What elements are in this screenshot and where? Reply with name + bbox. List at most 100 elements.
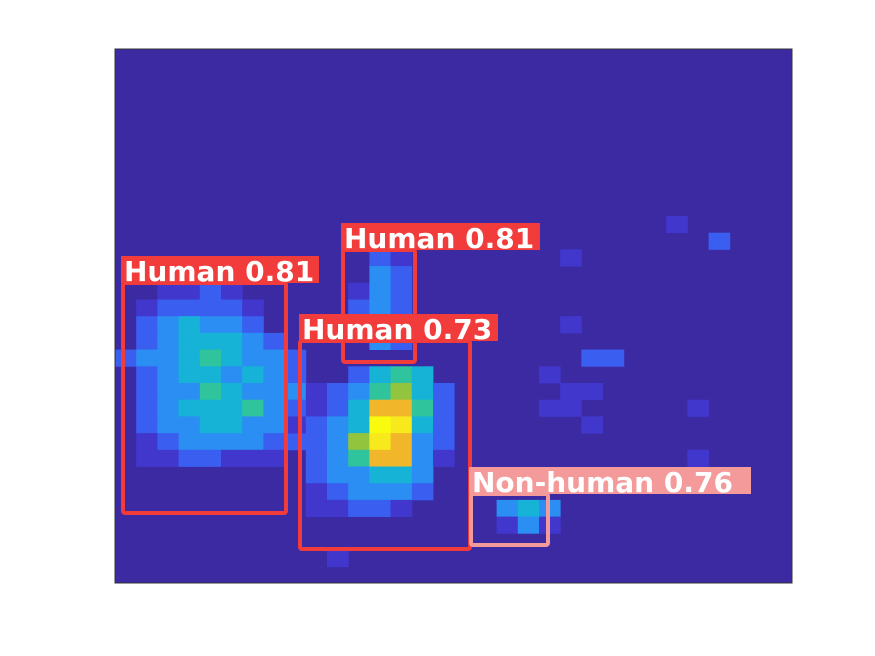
heat-cell: [327, 416, 349, 434]
heat-cell: [305, 466, 328, 484]
heat-cell: [136, 416, 158, 434]
heat-cell: [560, 399, 582, 417]
heat-cell: [539, 399, 561, 417]
heat-cell: [327, 483, 349, 501]
heat-cell: [390, 416, 413, 434]
heat-cell: [348, 449, 370, 467]
heat-cell: [242, 416, 264, 434]
heat-cell: [263, 332, 285, 350]
heat-cell: [199, 449, 222, 467]
label-background: [121, 256, 319, 283]
detection-non-human[interactable]: Non-human 0.76: [469, 466, 751, 547]
heat-cell: [305, 499, 328, 517]
heat-cell: [136, 332, 158, 350]
heat-cell: [327, 433, 349, 451]
heat-cell: [666, 216, 688, 234]
heat-cell: [560, 316, 582, 334]
heat-cell: [263, 433, 285, 451]
heat-cell: [199, 383, 222, 401]
label-background: [469, 467, 751, 494]
heat-cell: [157, 399, 179, 417]
heat-cell: [157, 332, 179, 350]
heat-cell: [178, 383, 201, 401]
heat-cell: [199, 299, 222, 317]
heat-cell: [263, 383, 285, 401]
heat-cell: [517, 499, 540, 517]
heat-cell: [199, 416, 222, 434]
label-background: [341, 223, 540, 250]
heat-cell: [136, 449, 158, 467]
heat-cell: [263, 366, 285, 384]
heat-cell: [242, 349, 264, 367]
heat-cell: [221, 433, 243, 451]
heat-cell: [348, 299, 370, 317]
heat-cell: [369, 416, 391, 434]
heat-cell: [411, 366, 434, 384]
detection-human-left[interactable]: Human 0.81: [121, 255, 319, 515]
detection-label: Non-human 0.76: [472, 466, 733, 499]
heat-cell: [136, 316, 158, 334]
heat-cell: [411, 449, 434, 467]
heat-cell: [178, 349, 201, 367]
heat-cell: [348, 399, 370, 417]
heat-cell: [221, 282, 243, 300]
heat-cell: [390, 266, 413, 284]
heat-cell: [411, 399, 434, 417]
heat-cell: [708, 232, 731, 250]
heat-cell: [242, 433, 264, 451]
heat-cell: [136, 349, 158, 367]
detection-label: Human 0.73: [302, 313, 492, 346]
heat-cell: [115, 349, 137, 367]
heat-cell: [157, 366, 179, 384]
heat-cell: [178, 399, 201, 417]
heat-cell: [178, 282, 201, 300]
heat-cell: [390, 433, 413, 451]
heat-cell: [199, 399, 222, 417]
heat-cell: [327, 449, 349, 467]
heat-cell: [242, 299, 264, 317]
heat-cell: [369, 299, 391, 317]
heat-cell: [433, 433, 455, 451]
heat-cell: [242, 316, 264, 334]
heat-cell: [390, 383, 413, 401]
heat-cell: [305, 416, 328, 434]
detection-label: Human 0.81: [124, 255, 314, 288]
heat-cell: [263, 349, 285, 367]
heat-cell: [687, 399, 709, 417]
heat-cell: [221, 299, 243, 317]
heat-cell: [369, 249, 391, 267]
heat-cell: [517, 516, 540, 534]
heat-cell: [327, 466, 349, 484]
heat-cell: [199, 316, 222, 334]
heat-cell: [539, 366, 561, 384]
heat-cell: [411, 466, 434, 484]
detection-label: Human 0.81: [344, 222, 534, 255]
heat-cell: [348, 383, 370, 401]
heat-cell: [496, 516, 519, 534]
heat-cell: [348, 416, 370, 434]
image-frame: [114, 48, 793, 584]
heat-cell: [369, 282, 391, 300]
heat-cell: [305, 433, 328, 451]
heat-cell: [390, 483, 413, 501]
heat-cell: [433, 399, 455, 417]
heat-cell: [157, 316, 179, 334]
heat-cell: [327, 550, 349, 568]
heat-cell: [369, 449, 391, 467]
heat-cell: [390, 499, 413, 517]
heat-cell: [178, 332, 201, 350]
heat-cell: [136, 366, 158, 384]
heat-cell: [390, 466, 413, 484]
detection-human-top[interactable]: Human 0.81: [341, 222, 540, 364]
heat-cell: [157, 433, 179, 451]
heat-cell: [411, 383, 434, 401]
heat-cell: [305, 399, 328, 417]
heat-cell: [348, 483, 370, 501]
heat-cell: [581, 349, 603, 367]
heat-cell: [199, 282, 222, 300]
heat-cell: [560, 249, 582, 267]
heat-cell: [178, 316, 201, 334]
detection-human-center[interactable]: Human 0.73: [298, 313, 498, 551]
heat-cell: [199, 366, 222, 384]
